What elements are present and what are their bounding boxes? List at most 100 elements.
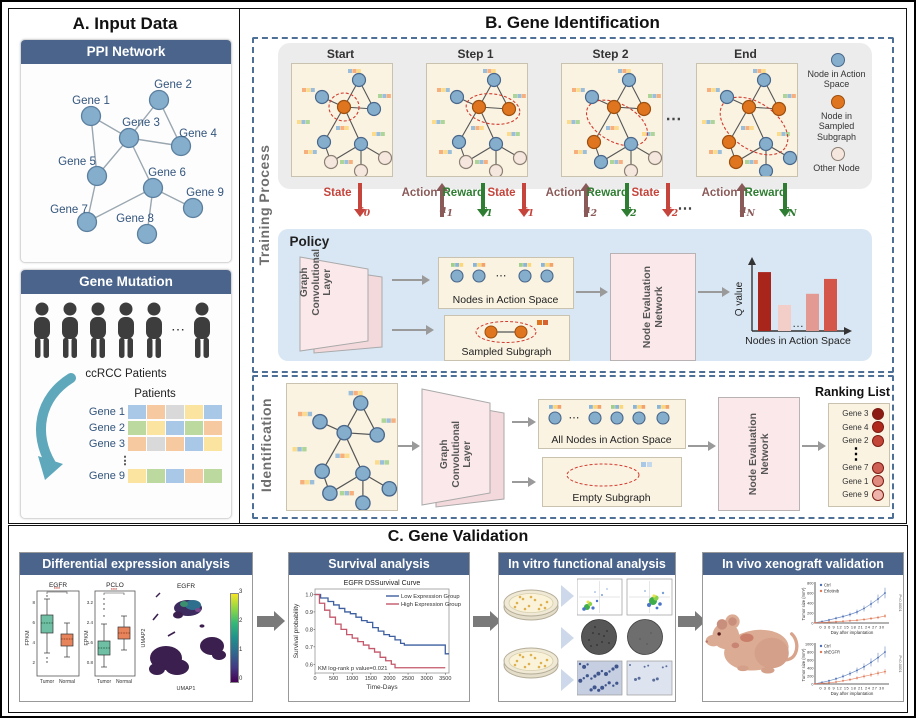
svg-text:0 3 6 9 12 15 18 21 24 27 30: 0 3 6 9 12 15 18 21 24 27 30 <box>819 624 884 629</box>
ppi-node <box>170 135 192 157</box>
graph-end <box>695 63 798 177</box>
signal-reward-r1: Reward r1 <box>443 181 493 227</box>
ranking-row: ⋮ <box>848 446 864 464</box>
matrix-cell <box>166 421 184 435</box>
curved-arrow-icon <box>35 373 76 480</box>
matrix-cell <box>128 437 146 451</box>
ranking-row: Gene 1 <box>829 475 889 489</box>
ppi-node-label: Gene 6 <box>148 167 186 179</box>
gcl2-trapezoid <box>421 388 504 508</box>
svg-text:Day after implantation: Day after implantation <box>831 630 874 635</box>
svg-text:800: 800 <box>807 650 813 654</box>
identification-dashed-box <box>251 375 894 519</box>
ranking-list-title: Ranking List <box>814 385 890 399</box>
svg-text:Tumor size (mm³): Tumor size (mm³) <box>801 647 806 680</box>
action-space-nodes-icon: ⋯ <box>449 263 554 283</box>
matrix-cell <box>185 437 203 451</box>
diff-expression-card: Differential expression analysis EGFR FP… <box>19 551 253 702</box>
patients-silhouettes: ⋯ <box>34 302 210 358</box>
all-nodes-label: All Nodes in Action Space <box>551 434 672 446</box>
svg-text:400: 400 <box>807 601 813 605</box>
step-title-start: Start <box>326 47 355 61</box>
legend-other-node-icon <box>830 147 845 166</box>
panel-b-title: B. Gene Identification <box>485 13 660 32</box>
sampled-subgraph-icon <box>475 320 548 343</box>
mutation-matrix: Gene 1 Gene 2 Gene 3 ⋮ Gene 9 <box>77 404 223 484</box>
ppi-node <box>136 223 158 245</box>
matrix-title: Patients <box>134 388 176 400</box>
survival-header: Survival analysis <box>289 552 469 575</box>
arrow-graph-to-gcl2 <box>397 440 420 451</box>
colorbar-tick: 3 <box>239 588 243 595</box>
ppi-node-label: Gene 4 <box>179 128 217 140</box>
ppi-node-label: Gene 3 <box>122 117 160 129</box>
svg-text:2000: 2000 <box>383 676 395 682</box>
panel-a-title: A. Input Data <box>72 14 178 33</box>
matrix-cell <box>147 437 165 451</box>
svg-text:Erlotinib: Erlotinib <box>824 588 840 593</box>
person-icon <box>146 302 162 358</box>
matrix-cell <box>204 405 222 419</box>
svg-text:Tumor: Tumor <box>40 679 55 685</box>
ppi-node <box>76 211 98 233</box>
ppi-node <box>118 127 140 149</box>
matrix-cell <box>204 469 222 483</box>
invivo-header: In vivo xenograft validation <box>703 552 903 575</box>
svg-text:Tumor size (mm³): Tumor size (mm³) <box>801 586 806 619</box>
svg-text:800: 800 <box>807 581 813 585</box>
arrow-c2-c3 <box>473 610 501 631</box>
signal-reward-rN: Reward rN <box>745 181 797 227</box>
svg-text:0 3 6 9 12 15 18 21 24 27 30: 0 3 6 9 12 15 18 21 24 27 30 <box>819 685 884 690</box>
svg-text:3.2: 3.2 <box>87 600 94 605</box>
svg-text:EGFR: EGFR <box>177 583 195 590</box>
svg-text:600: 600 <box>807 658 813 662</box>
svg-text:0: 0 <box>313 676 316 682</box>
ranking-row: Gene 7 <box>829 461 889 475</box>
matrix-cell <box>128 421 146 435</box>
ppi-node-label: Gene 8 <box>116 213 154 225</box>
svg-text:3000: 3000 <box>421 676 433 682</box>
matrix-cell <box>147 421 165 435</box>
nodes-in-action-space-box: ⋯ Nodes in Action Space <box>437 257 574 309</box>
signal-action-a1: Action a1 <box>402 181 453 227</box>
svg-text:1500: 1500 <box>365 676 377 682</box>
identification-label: Identification <box>257 397 274 493</box>
step-title-1: Step 1 <box>457 47 494 61</box>
svg-text:⋯: ⋯ <box>495 270 506 282</box>
svg-text:High Expression Group: High Expression Group <box>401 602 461 608</box>
ranking-row: Gene 3 <box>829 407 889 421</box>
matrix-row: ⋮ <box>119 454 131 467</box>
arrow-gcl2-to-empty <box>511 476 536 487</box>
invivo-card: In vivo xenograft validation 800 600 400 20… <box>702 551 904 702</box>
ppi-network-header: PPI Network <box>21 40 231 64</box>
svg-text:Survival probability: Survival probability <box>293 602 300 657</box>
svg-text:0: 0 <box>811 621 813 625</box>
svg-text:3500: 3500 <box>439 676 451 682</box>
survival-card: Survival analysis EGFR DSSurvival Curve S… <box>288 551 470 702</box>
signal-state-s1: State s1 <box>484 181 534 227</box>
svg-text:EGFR DSSurvival Curve: EGFR DSSurvival Curve <box>344 580 421 587</box>
person-icon <box>90 302 106 358</box>
empty-subgraph-label: Empty Subgraph <box>572 492 651 504</box>
svg-text:Q value: Q value <box>734 281 745 316</box>
arrow-gcl2-to-allnodes <box>511 416 536 427</box>
arrow-c1-c2 <box>257 610 285 631</box>
sampled-subgraph-box: Sampled Subgraph <box>443 315 570 361</box>
ppi-node-label: Gene 2 <box>154 79 192 91</box>
svg-text:Time-Days: Time-Days <box>366 684 398 691</box>
legend-other-node-label: Other Node <box>813 163 860 173</box>
all-nodes-box: ⋯ All Nodes in Action Space <box>537 399 686 449</box>
matrix-cell <box>166 437 184 451</box>
svg-text:0.6: 0.6 <box>305 662 313 668</box>
step-title-2: Step 2 <box>592 47 629 61</box>
invitro-card: In vitro functional analysis <box>498 551 676 702</box>
svg-text:8: 8 <box>32 600 35 605</box>
arrow-c3-c4 <box>678 610 706 631</box>
policy-box: Policy Graph Convolutional Layer ⋯ Nodes… <box>277 229 872 361</box>
svg-text:P<0.0001: P<0.0001 <box>898 655 903 673</box>
svg-text:2500: 2500 <box>402 676 414 682</box>
svg-text:Low Expression Group: Low Expression Group <box>401 594 460 600</box>
